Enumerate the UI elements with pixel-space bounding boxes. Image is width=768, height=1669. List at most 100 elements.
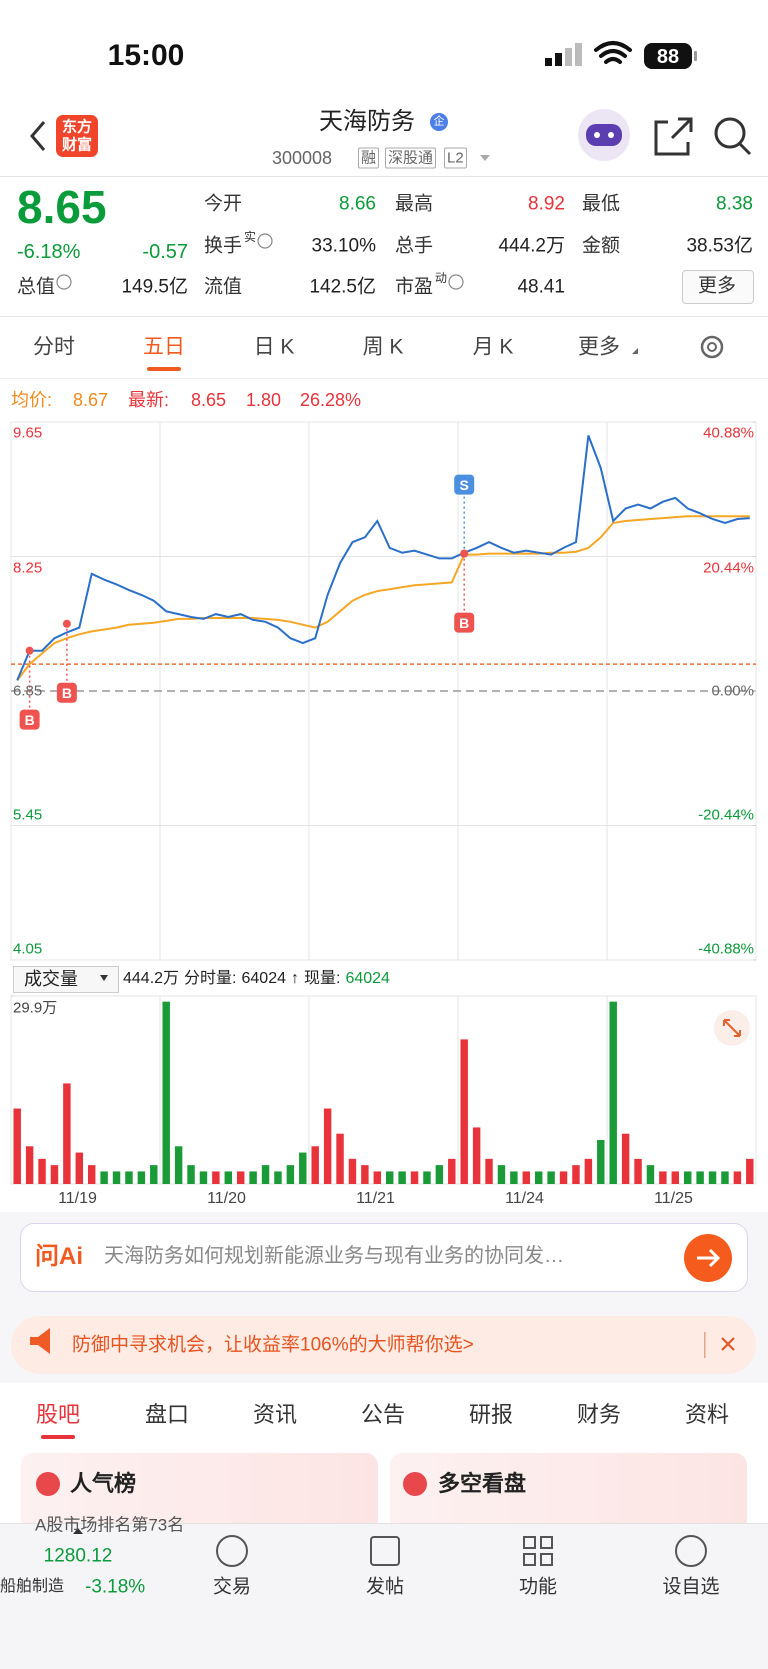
marker-badge [454,474,475,495]
section-tab[interactable]: 盘口 [144,1402,190,1427]
settings-icon[interactable] [700,335,724,359]
index-name: 船舶制造 [0,1578,65,1595]
volume-bar [261,1165,270,1184]
y2-tick-label: 40.88% [703,424,754,442]
search-icon[interactable] [714,117,746,149]
volume-bar [497,1165,506,1184]
plot-frame [10,995,757,1185]
dropdown-icon[interactable] [480,155,490,161]
battery-icon [644,43,692,69]
section-tab[interactable]: 研报 [468,1402,514,1427]
volume-bar [522,1171,531,1184]
volume-bar [683,1171,692,1184]
card-sub: A股市场排名第73名 [35,1515,185,1535]
func-icon[interactable] [523,1536,536,1549]
volume-bar [708,1171,717,1184]
volume-bar [112,1171,121,1184]
volume-bar [299,1152,307,1184]
section-tab[interactable]: 资讯 [252,1402,298,1427]
volume-bar [87,1165,96,1184]
field-value: 8.66 [339,193,376,215]
tab[interactable]: 五日 [143,335,185,359]
volume-bar [25,1146,34,1184]
y-tick-label: 5.45 [13,806,43,823]
nav-item[interactable]: 交易 [212,1576,252,1598]
volume-selector-text[interactable]: 成交量 [24,969,78,989]
y2-tick-label: -20.44% [698,806,754,823]
nav-item[interactable]: 功能 [518,1576,558,1598]
tab[interactable]: 分时 [33,335,75,359]
volume-info: 64024 [345,970,390,987]
volume-bar [286,1165,295,1184]
volume-bar [75,1152,84,1184]
field-label: 换手 [204,235,243,257]
field-label: 总手 [395,235,434,257]
signal-icon [555,53,562,66]
field-label: 市盈 [395,276,434,298]
volume-bar [174,1146,183,1184]
close-icon[interactable] [721,1337,735,1351]
card[interactable] [21,1453,378,1533]
ai-box[interactable] [20,1223,748,1292]
section-tab[interactable]: 公告 [360,1402,406,1427]
banner[interactable] [11,1316,756,1374]
func-icon [523,1553,536,1566]
change-pct: -6.18% [17,241,81,263]
back-icon[interactable] [30,121,46,151]
tab[interactable]: 月 K [472,335,514,359]
more-icon [632,348,638,354]
section-tab[interactable]: 股吧 [35,1402,81,1427]
x-tick-label: 11/21 [356,1190,395,1207]
more-button[interactable] [682,270,754,304]
volume-bar [311,1146,319,1184]
card[interactable] [390,1453,747,1533]
volume-bar [584,1158,593,1184]
trade-icon[interactable] [216,1535,248,1567]
section-tab[interactable]: 资料 [684,1402,730,1427]
field-label: 最高 [395,193,434,215]
marker-badge [19,709,40,730]
expand-icon [723,1019,741,1037]
divider [0,316,768,317]
marker-badge [56,682,77,703]
volume-bar [150,1165,158,1184]
nav-item[interactable]: 发帖 [365,1576,405,1598]
marker-badge [454,612,475,633]
volume-bar [733,1171,742,1184]
field-label: 最低 [582,193,621,215]
badge-text: 企 [433,115,445,128]
volume-bar [547,1171,555,1184]
avg-label: 均价: [11,390,53,410]
marker-label: B [24,711,35,728]
volume-selector[interactable] [13,966,119,993]
volume-info: ↑ [291,970,299,987]
last-label: 最新: [128,390,170,410]
post-icon[interactable] [370,1536,400,1566]
logo [56,115,98,157]
signal-icon [545,58,552,66]
card-title: 人气榜 [70,1471,137,1496]
volume-info: 现量: [304,970,341,987]
func-icon [540,1536,553,1549]
watch-icon[interactable] [675,1535,707,1567]
y2-tick-label: 0.00% [711,682,754,700]
dropdown-icon [100,975,108,981]
banner-text[interactable]: 防御中寻求机会，让收益率106%的大师帮你选> [72,1334,474,1356]
tab[interactable]: 周 K [362,335,404,359]
ai-prompt[interactable]: 天海防务如何规划新能源业务与现有业务的协同发… [104,1245,564,1267]
more-button-text[interactable]: 更多 [697,275,737,297]
info-icon [56,274,72,290]
avatar [608,132,614,138]
tab[interactable]: 更多 [578,335,620,359]
tag: 深股通 [385,147,437,169]
func-icon [540,1553,553,1566]
chart-layer [10,233,757,1439]
avg-value: 8.67 [73,390,109,410]
share-icon[interactable] [654,117,693,156]
divider [0,378,768,379]
section-tab[interactable]: 财务 [576,1402,622,1427]
tab[interactable]: 日 K [253,335,295,359]
nav-item[interactable]: 设自选 [662,1576,720,1598]
